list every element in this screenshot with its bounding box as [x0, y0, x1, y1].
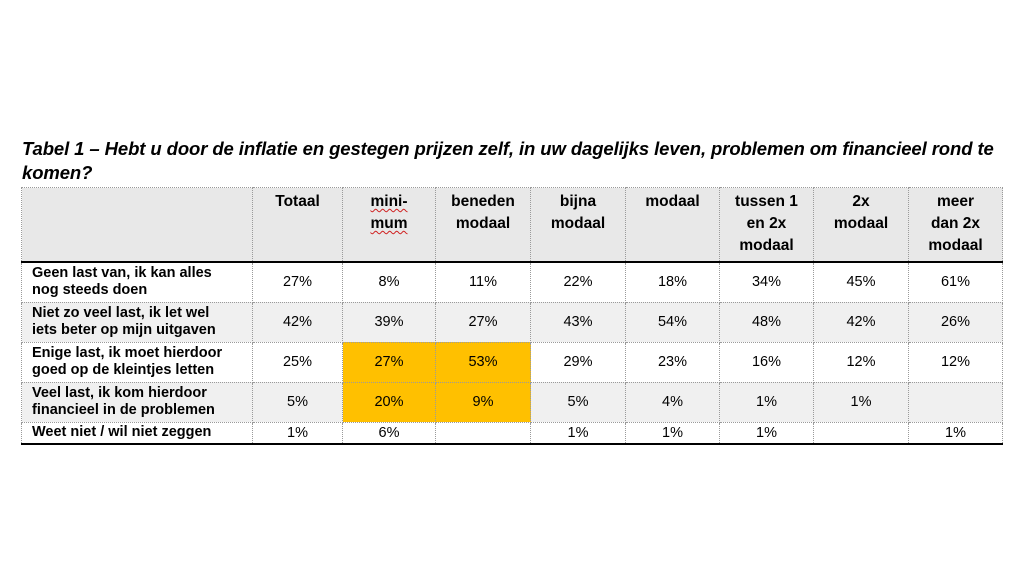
table-cell: 22%: [530, 261, 626, 303]
header-meer-dan-2x-modaal: meer dan 2x modaal: [908, 187, 1003, 263]
table-cell: 6%: [342, 421, 436, 445]
table-cell: 45%: [813, 261, 909, 303]
table-cell: 23%: [625, 341, 720, 383]
row-label: Geen last van, ik kan alles nog steeds d…: [21, 261, 253, 303]
table-cell: 12%: [908, 341, 1003, 383]
table-cell: 27%: [252, 261, 343, 303]
table-cell: 25%: [252, 341, 343, 383]
header-bijna-modaal: bijna modaal: [530, 187, 626, 263]
header-minimum-label: mini- mum: [370, 193, 408, 232]
table-cell: 1%: [908, 421, 1003, 445]
highlighted-cell: 20%: [342, 381, 436, 423]
table-cell: 29%: [530, 341, 626, 383]
table-cell: 27%: [435, 301, 531, 343]
survey-table: Totaal mini- mum beneden modaal bijna mo…: [21, 187, 1003, 445]
table-cell: 48%: [719, 301, 814, 343]
table-cell: 1%: [813, 381, 909, 423]
table-cell: 12%: [813, 341, 909, 383]
header-totaal: Totaal: [252, 187, 343, 263]
header-corner: [21, 187, 253, 263]
table-cell: 26%: [908, 301, 1003, 343]
table-cell: 61%: [908, 261, 1003, 303]
row-label: Veel last, ik kom hierdoor financieel in…: [21, 381, 253, 423]
header-modaal: modaal: [625, 187, 720, 263]
table-row: Niet zo veel last, ik let wel iets beter…: [21, 301, 1003, 343]
table-cell: 1%: [625, 421, 720, 445]
table-cell: 39%: [342, 301, 436, 343]
table-cell: 1%: [719, 421, 814, 445]
row-label: Niet zo veel last, ik let wel iets beter…: [21, 301, 253, 343]
header-2x-modaal: 2x modaal: [813, 187, 909, 263]
table-cell: 1%: [530, 421, 626, 445]
table-row: Geen last van, ik kan alles nog steeds d…: [21, 261, 1003, 303]
highlighted-cell: 9%: [435, 381, 531, 423]
table-cell: 8%: [342, 261, 436, 303]
table-row: Enige last, ik moet hierdoor goed op de …: [21, 341, 1003, 383]
table-cell: 4%: [625, 381, 720, 423]
header-tussen-1-en-2x-modaal: tussen 1 en 2x modaal: [719, 187, 814, 263]
header-minimum: mini- mum: [342, 187, 436, 263]
table-cell: 42%: [813, 301, 909, 343]
header-beneden-modaal: beneden modaal: [435, 187, 531, 263]
table-cell: 11%: [435, 261, 531, 303]
table-cell: 1%: [252, 421, 343, 445]
table-cell: [435, 421, 531, 445]
table-cell: 5%: [530, 381, 626, 423]
highlighted-cell: 27%: [342, 341, 436, 383]
highlighted-cell: 53%: [435, 341, 531, 383]
table-cell: 1%: [719, 381, 814, 423]
table-cell: 54%: [625, 301, 720, 343]
table-row: Veel last, ik kom hierdoor financieel in…: [21, 381, 1003, 423]
table-row: Weet niet / wil niet zeggen 1% 6% 1% 1% …: [21, 421, 1003, 445]
table-cell: 16%: [719, 341, 814, 383]
row-label: Weet niet / wil niet zeggen: [21, 421, 253, 445]
row-label: Enige last, ik moet hierdoor goed op de …: [21, 341, 253, 383]
table-cell: 43%: [530, 301, 626, 343]
table-title: Tabel 1 – Hebt u door de inflatie en ges…: [22, 138, 994, 183]
table-cell: [908, 381, 1003, 423]
table-cell: 5%: [252, 381, 343, 423]
table-cell: [813, 421, 909, 445]
header-row: Totaal mini- mum beneden modaal bijna mo…: [21, 187, 1003, 263]
table-cell: 18%: [625, 261, 720, 303]
table-cell: 34%: [719, 261, 814, 303]
table-cell: 42%: [252, 301, 343, 343]
